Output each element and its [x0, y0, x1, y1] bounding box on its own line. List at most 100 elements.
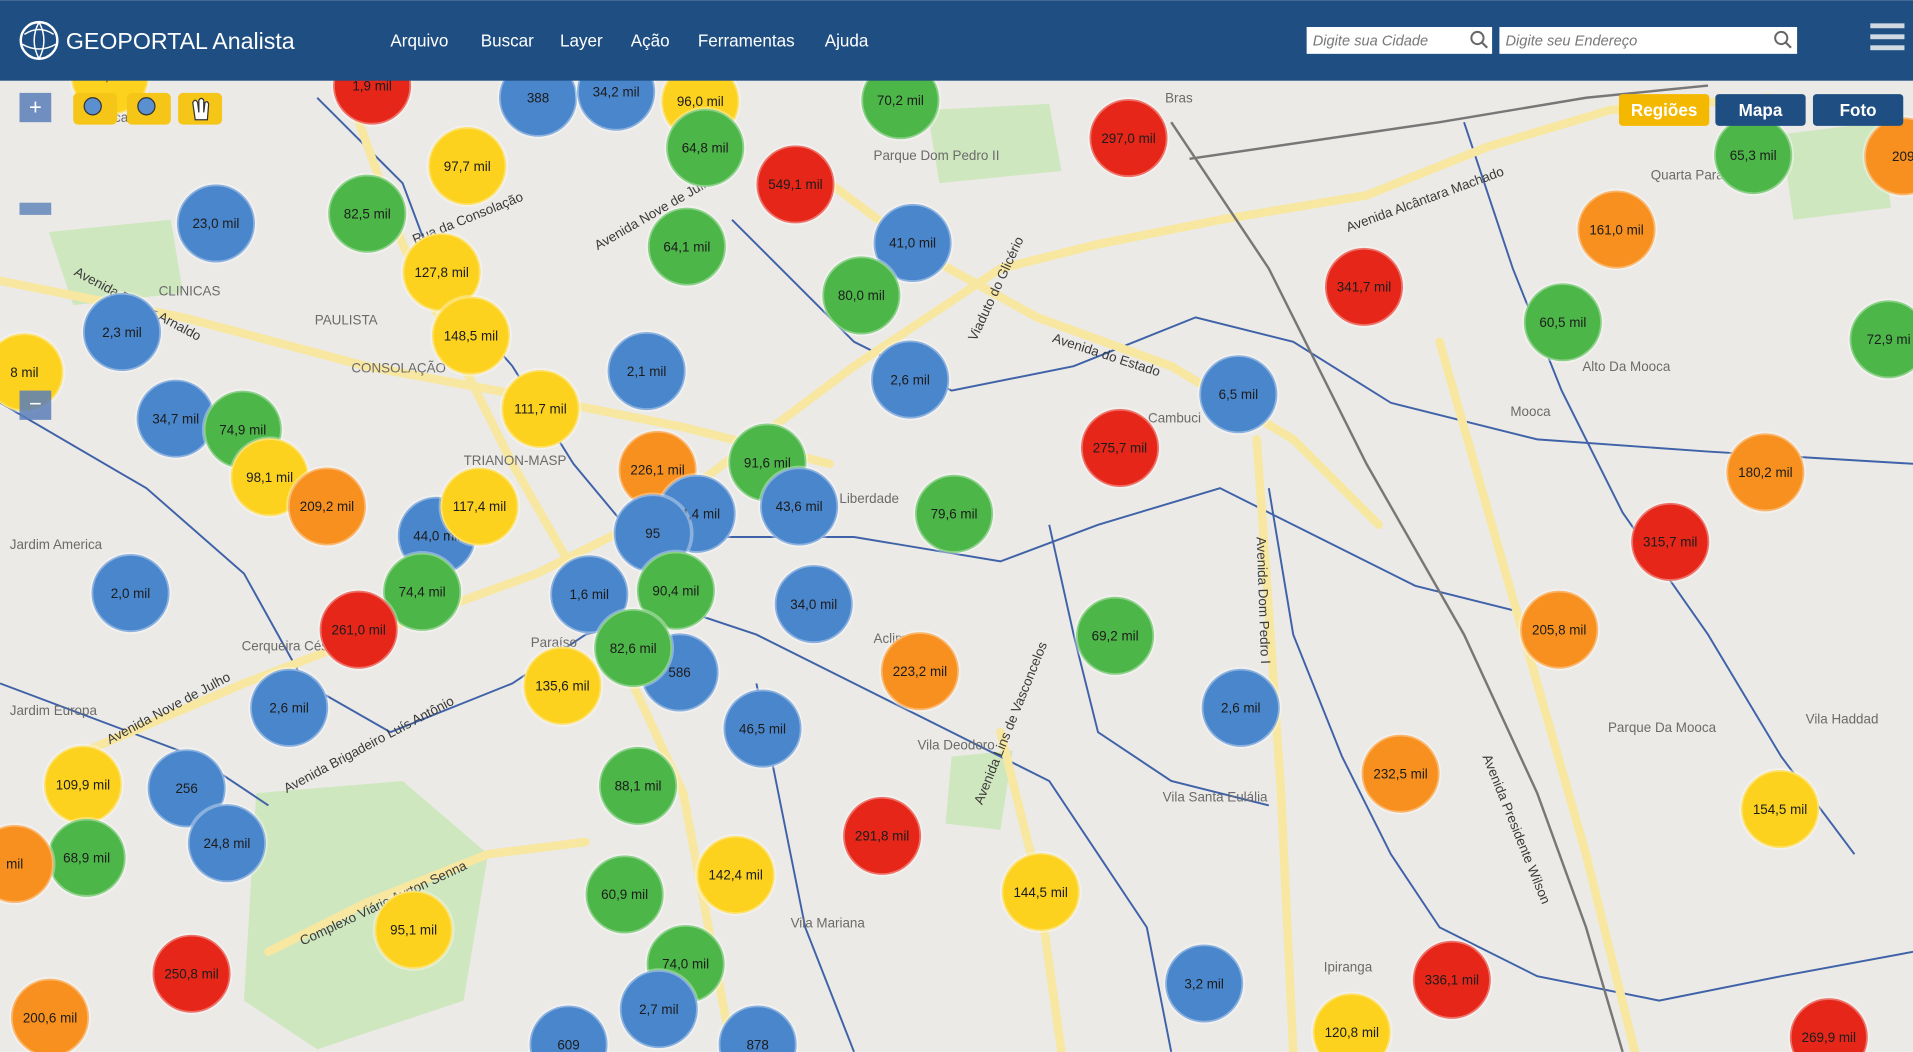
cluster[interactable]: 180,2 mil	[1724, 431, 1807, 514]
cluster-marker	[871, 202, 954, 284]
cluster[interactable]: 2,0 mil	[89, 552, 172, 634]
menu-item[interactable]: Buscar	[481, 32, 534, 51]
cluster[interactable]: 24,8 mil	[186, 802, 268, 885]
search-icon[interactable]	[1774, 30, 1789, 46]
cluster[interactable]: 878	[716, 1003, 799, 1052]
cluster[interactable]: 609	[527, 1003, 610, 1052]
cluster[interactable]: 74,4 mil	[381, 551, 463, 633]
clusters: 1,9 mil 388 34,2 mil 96,0 mil 70,2 mil 297,0 …	[0, 34, 1913, 1052]
cluster[interactable]: 117,4 mil	[438, 465, 521, 548]
cluster-marker	[521, 644, 604, 727]
cluster-marker	[381, 551, 463, 633]
zoom-slider[interactable]	[19, 202, 52, 215]
place-label: Parque Dom Pedro II	[874, 148, 1000, 163]
cluster[interactable]: 2,6 mil	[248, 666, 331, 749]
cluster[interactable]: 41,0 mil	[871, 202, 954, 284]
cluster[interactable]: 79,6 mil	[913, 472, 995, 555]
view-button[interactable]	[1715, 94, 1806, 126]
cluster[interactable]: 1,6 mil	[548, 553, 631, 636]
cluster[interactable]: mil	[0, 823, 56, 905]
cluster[interactable]: 34,7 mil	[134, 377, 217, 460]
menu-item[interactable]: Ajuda	[825, 32, 869, 51]
cluster[interactable]: 315,7 mil	[1629, 500, 1712, 583]
cluster[interactable]: 72,9 mi	[1847, 298, 1913, 381]
cluster[interactable]: 2,6 mil	[1199, 666, 1282, 749]
cluster-label: 97,7 mil	[444, 159, 491, 174]
cluster[interactable]: 60,5 mil	[1521, 281, 1604, 364]
cluster[interactable]: 341,7 mil	[1323, 246, 1405, 328]
menu-item[interactable]: Ferramentas	[698, 32, 795, 51]
cluster[interactable]: 64,8 mil	[664, 106, 747, 189]
cluster[interactable]: 90,4 mil	[635, 549, 717, 632]
hamburger-menu[interactable]	[1870, 23, 1905, 51]
cluster[interactable]: 154,5 mil	[1739, 768, 1821, 850]
zoom-in-button[interactable]	[19, 92, 52, 123]
cluster-label: 2,0 mil	[111, 586, 151, 601]
cluster[interactable]: 205,8 mil	[1518, 588, 1601, 671]
cluster[interactable]: 336,1 mil	[1410, 938, 1493, 1021]
search-icon[interactable]	[1470, 30, 1485, 46]
cluster-label: 148,5 mil	[444, 328, 498, 343]
cluster[interactable]: 82,5 mil	[326, 172, 409, 255]
cluster[interactable]: 549,1 mil	[754, 143, 837, 226]
view-button[interactable]	[1812, 94, 1904, 126]
cluster[interactable]: 111,7 mil	[499, 368, 582, 450]
cluster[interactable]: 223,2 mil	[879, 630, 961, 713]
cluster[interactable]: 68,9 mil	[45, 816, 128, 899]
cluster-marker	[1847, 298, 1913, 381]
cluster-marker	[499, 368, 582, 450]
cluster-label: 1,9 mil	[352, 78, 392, 93]
cluster[interactable]: 256	[145, 747, 228, 830]
cluster-label: 109,9 mil	[56, 777, 110, 792]
cluster[interactable]: 2,7 mil	[617, 968, 700, 1051]
cluster[interactable]: 43,6 mil	[758, 465, 840, 548]
cluster[interactable]: 109,9 mil	[42, 743, 124, 826]
cluster[interactable]: 2,3 mil	[81, 291, 163, 373]
cluster[interactable]: 200,6 mil	[9, 976, 91, 1052]
cluster[interactable]: 269,9 mil	[1787, 996, 1870, 1052]
cluster[interactable]: 23,0 mil	[175, 182, 257, 265]
cluster[interactable]: 232,5 mil	[1359, 732, 1442, 815]
address-search[interactable]	[1499, 27, 1798, 54]
cluster[interactable]: 69,2 mil	[1074, 594, 1156, 677]
cluster[interactable]: 142,4 mil	[694, 834, 777, 916]
cluster[interactable]: 3,2 mil	[1163, 942, 1246, 1025]
cluster[interactable]: 297,0 mil	[1087, 97, 1170, 179]
place-label: Parque Da Mooca	[1608, 720, 1717, 735]
zoom-out-button[interactable]	[19, 390, 52, 420]
menu-item[interactable]: Ação	[631, 32, 670, 51]
cluster[interactable]: 250,8 mil	[150, 932, 233, 1015]
cluster-label: 2,6 mil	[890, 372, 930, 387]
brand: GEOPORTAL Analista	[66, 28, 295, 54]
menu-item[interactable]: Arquivo	[390, 32, 448, 51]
cluster[interactable]: 148,5 mil	[430, 294, 512, 377]
cluster[interactable]: 2,1 mil	[605, 330, 688, 412]
toolbar: + −	[19, 92, 223, 420]
cluster[interactable]: 144,5 mil	[999, 851, 1082, 933]
cluster[interactable]: 120,8 mil	[1310, 991, 1393, 1052]
cluster[interactable]: 64,1 mil	[646, 205, 728, 288]
cluster[interactable]: 2,6 mil	[869, 338, 952, 421]
view-button[interactable]	[1618, 94, 1710, 126]
cluster-marker	[430, 294, 512, 377]
cluster[interactable]: 60,9 mil	[583, 853, 666, 936]
cluster[interactable]: 6,5 mil	[1197, 353, 1280, 436]
cluster[interactable]: 65,3 mil	[1712, 114, 1795, 196]
cluster[interactable]: 97,7 mil	[426, 125, 509, 207]
cluster[interactable]: 95,1 mil	[372, 888, 455, 971]
cluster-label: 250,8 mil	[164, 967, 218, 982]
cluster[interactable]: 88,1 mil	[597, 744, 679, 827]
city-search[interactable]	[1306, 27, 1493, 54]
address-search-placeholder: Digite seu Endereço	[1506, 33, 1638, 49]
cluster[interactable]: 291,8 mil	[841, 795, 923, 877]
cluster[interactable]: 135,6 mil	[521, 644, 604, 727]
cluster[interactable]: 80,0 mil	[820, 254, 903, 337]
cluster[interactable]: 275,7 mil	[1079, 407, 1161, 489]
cluster[interactable]: 261,0 mil	[317, 588, 400, 671]
menu-item[interactable]: Layer	[560, 32, 603, 51]
cluster[interactable]: 34,0 mil	[772, 563, 855, 645]
cluster[interactable]: 46,5 mil	[721, 687, 804, 770]
cluster[interactable]: 82,6 mil	[592, 607, 675, 689]
cluster[interactable]: 161,0 mil	[1575, 188, 1658, 271]
cluster[interactable]: 209,2 mil	[286, 465, 368, 548]
